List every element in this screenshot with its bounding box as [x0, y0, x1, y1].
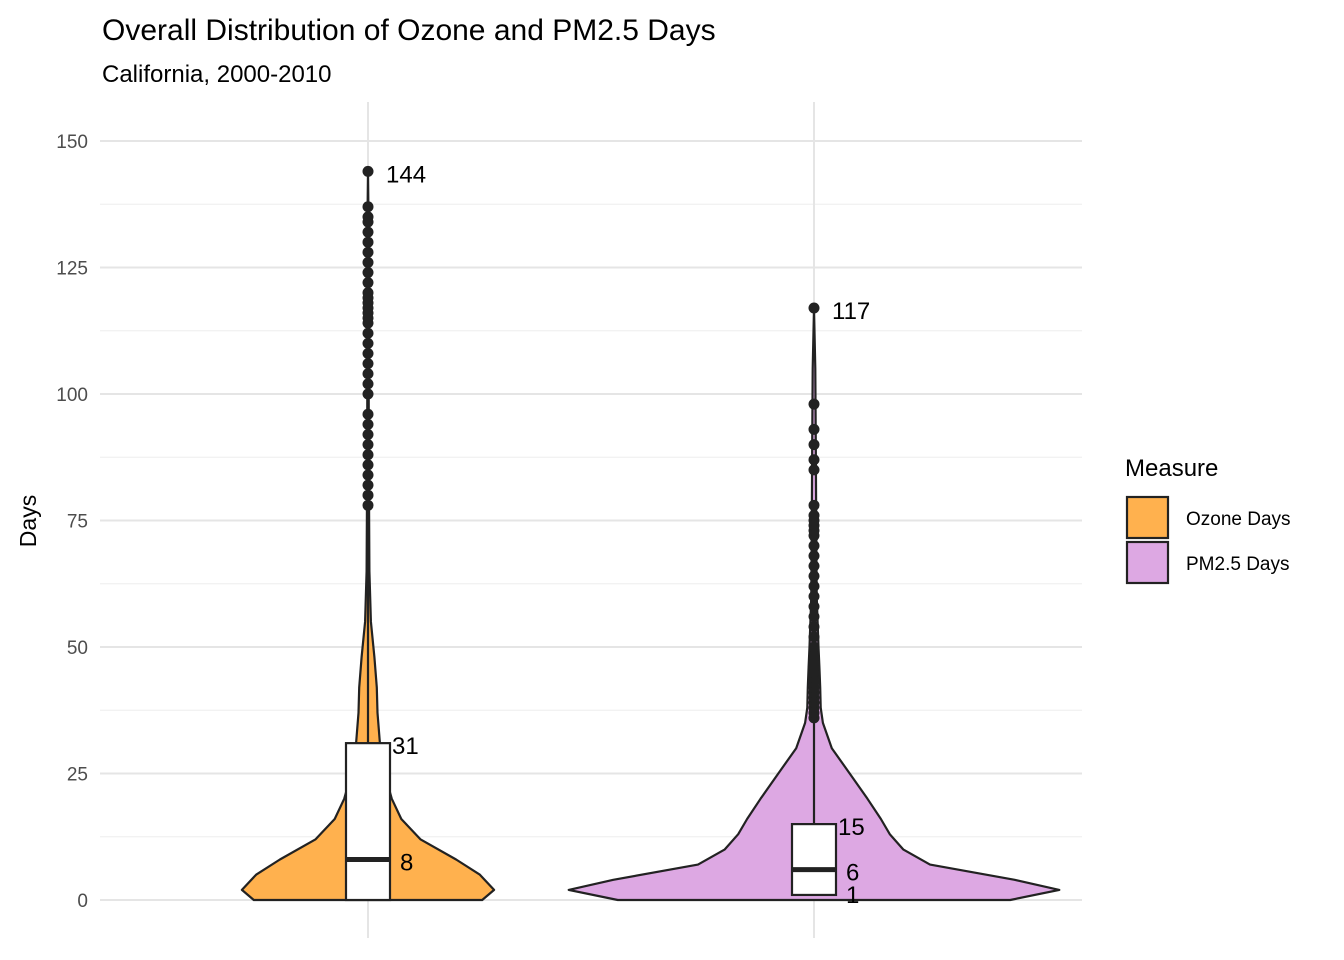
outlier-point: [362, 267, 374, 279]
y-axis-ticks: 0 25 50 75 100 125 150: [56, 132, 88, 912]
outlier-point: [362, 469, 374, 481]
outlier-point: [362, 165, 374, 177]
chart-title: Overall Distribution of Ozone and PM2.5 …: [102, 14, 716, 47]
violin-group: 144 31 8: [240, 161, 496, 902]
outlier-point: [808, 601, 820, 613]
outlier-point: [362, 459, 374, 471]
outlier-point: [362, 287, 374, 299]
outlier-point: [808, 423, 820, 435]
outlier-point: [362, 449, 374, 461]
outlier-point: [362, 277, 374, 289]
q3-label: 15: [838, 814, 865, 841]
violins: 144 31 8 117 15 61: [240, 161, 1061, 909]
y-tick-label: 75: [67, 512, 88, 533]
outlier-point: [362, 201, 374, 213]
y-tick-label: 125: [56, 259, 88, 280]
legend-label: Ozone Days: [1186, 509, 1291, 530]
outlier-point: [362, 226, 374, 238]
outlier-point: [808, 499, 820, 511]
outlier-point: [808, 439, 820, 451]
outlier-point: [362, 418, 374, 430]
y-axis-title: Days: [15, 495, 41, 547]
y-tick-label: 25: [67, 765, 88, 786]
outlier-point: [808, 540, 820, 552]
y-tick-label: 100: [56, 385, 88, 406]
legend-title: Measure: [1125, 455, 1218, 482]
outlier-point: [808, 570, 820, 582]
outlier-point: [362, 327, 374, 339]
outlier-point: [362, 388, 374, 400]
outlier-point: [362, 378, 374, 390]
q1-label: 1: [846, 882, 859, 909]
outlier-point: [362, 439, 374, 451]
box: [790, 822, 838, 897]
q3-label: 31: [392, 733, 419, 760]
outlier-point: [362, 368, 374, 380]
outlier-point: [808, 580, 820, 592]
outlier-point: [362, 358, 374, 370]
outlier-point: [362, 236, 374, 248]
median-label: 6: [846, 860, 859, 887]
outlier-point: [362, 348, 374, 360]
y-tick-label: 150: [56, 132, 88, 153]
box: [344, 742, 392, 902]
legend-label: PM2.5 Days: [1186, 554, 1289, 575]
outlier-point: [362, 408, 374, 420]
y-tick-label: 50: [67, 638, 88, 659]
outlier-point: [808, 464, 820, 476]
legend-swatch: [1125, 540, 1170, 585]
legend-swatch: [1125, 495, 1170, 540]
legend: Measure Ozone Days PM2.5 Days: [1125, 455, 1291, 585]
outlier-point: [808, 550, 820, 562]
outlier-point: [808, 509, 820, 521]
outlier-point: [362, 479, 374, 491]
violin-group: 117 15 61: [567, 298, 1061, 909]
outlier-point: [362, 211, 374, 223]
outlier-point: [362, 428, 374, 440]
outlier-point: [362, 499, 374, 511]
outlier-point: [362, 489, 374, 501]
outlier-point: [808, 454, 820, 466]
outlier-point: [808, 641, 820, 653]
chart-subtitle: California, 2000-2010: [102, 61, 332, 88]
outlier-point: [808, 398, 820, 410]
outlier-point: [808, 590, 820, 602]
outlier-point: [808, 560, 820, 572]
y-tick-label: 0: [77, 891, 88, 912]
max-label: 144: [386, 161, 426, 188]
outlier-point: [808, 631, 820, 643]
outlier-point: [808, 302, 820, 314]
plot-grid: [100, 102, 1082, 938]
outlier-point: [808, 621, 820, 633]
median-label: 8: [400, 850, 413, 877]
max-label: 117: [832, 298, 870, 325]
outlier-point: [808, 611, 820, 623]
outlier-point: [362, 256, 374, 268]
outlier-point: [362, 246, 374, 258]
outlier-point: [362, 337, 374, 349]
